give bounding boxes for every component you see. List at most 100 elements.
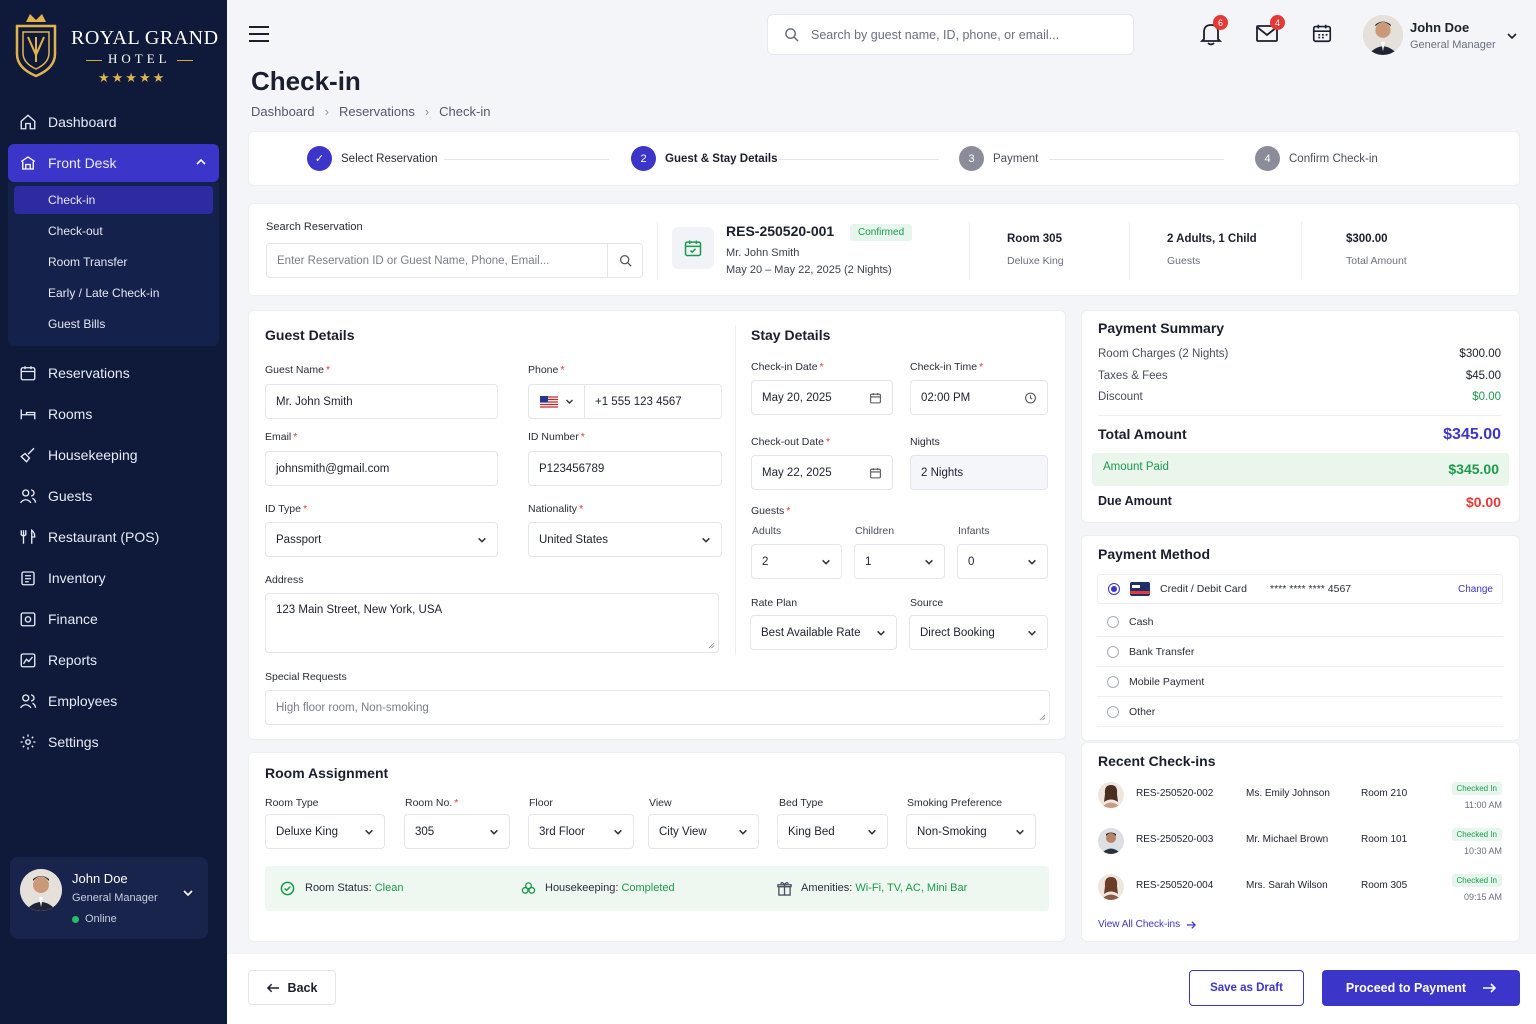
global-search[interactable] (767, 14, 1134, 55)
nationality-label: Nationality * (528, 503, 584, 515)
step-guest-stay-details[interactable]: 2 Guest & Stay Details (631, 146, 777, 171)
sidebar-item-dashboard[interactable]: Dashboard (8, 103, 219, 141)
sidebar-item-settings[interactable]: Settings (8, 723, 219, 761)
step-payment[interactable]: 3 Payment (959, 146, 1038, 171)
search-input[interactable] (811, 27, 1111, 42)
status-badge: Checked In (1451, 782, 1502, 795)
step-select-reservation[interactable]: ✓ Select Reservation (307, 146, 438, 171)
special-requests-textarea[interactable]: High floor room, Non-smoking (265, 690, 1050, 725)
sidebar-item-front-desk[interactable]: Front Desk (8, 144, 219, 182)
back-button[interactable]: Back (248, 970, 336, 1005)
address-textarea[interactable]: 123 Main Street, New York, USA (265, 593, 719, 653)
step-confirm-check-in[interactable]: 4 Confirm Check-in (1255, 146, 1378, 171)
sidebar-item-inventory[interactable]: Inventory (8, 559, 219, 597)
sidebar-item-guests[interactable]: Guests (8, 477, 219, 515)
payment-option-cash[interactable]: Cash (1097, 607, 1503, 637)
id-type-select[interactable]: Passport (265, 522, 498, 557)
payment-summary-card: Payment Summary Room Charges (2 Nights) $… (1081, 310, 1520, 523)
breadcrumb-check-in: Check-in (439, 104, 491, 119)
table-row[interactable]: RES-250520-002 Ms. Emily Johnson Room 21… (1098, 780, 1502, 820)
nationality-select[interactable]: United States (528, 522, 722, 557)
sidebar-item-label: Settings (48, 734, 99, 750)
payment-option-bank[interactable]: Bank Transfer (1097, 637, 1503, 667)
save-draft-button[interactable]: Save as Draft (1189, 970, 1304, 1006)
calendar-button[interactable] (1311, 22, 1333, 44)
room-type-label: Room Type (265, 797, 319, 809)
rate-plan-select[interactable]: Best Available Rate (750, 615, 897, 650)
radio[interactable] (1107, 645, 1119, 658)
guest-name-input[interactable]: Mr. John Smith (265, 384, 498, 419)
submenu-room-transfer[interactable]: Room Transfer (48, 255, 128, 269)
table-row[interactable]: RES-250520-004 Mrs. Sarah Wilson Room 30… (1098, 872, 1502, 912)
payment-option-mobile[interactable]: Mobile Payment (1097, 667, 1503, 697)
avatar (1098, 782, 1124, 808)
floor-select[interactable]: 3rd Floor (528, 814, 634, 849)
sidebar-item-employees[interactable]: Employees (8, 682, 219, 720)
chevron-down-icon[interactable] (182, 887, 194, 899)
email-field[interactable]: johnsmith@gmail.com (265, 451, 498, 486)
sidebar-item-reports[interactable]: Reports (8, 641, 219, 679)
search-icon[interactable] (607, 244, 642, 277)
sidebar-item-restaurant[interactable]: Restaurant (POS) (8, 518, 219, 556)
country-code-select[interactable] (529, 385, 585, 418)
checkin-time-input[interactable]: 02:00 PM (910, 380, 1048, 415)
change-card-link[interactable]: Change (1457, 583, 1493, 595)
checkin-date-input[interactable]: May 20, 2025 (751, 380, 893, 415)
phone-input[interactable]: +1 555 123 4567 (528, 384, 722, 419)
children-select[interactable]: 1 (854, 544, 945, 579)
reservation-card: Search Reservation Enter Reservation ID … (248, 203, 1520, 296)
step-label: Select Reservation (341, 152, 438, 165)
smoking-select[interactable]: Non-Smoking (906, 814, 1036, 849)
table-row[interactable]: RES-250520-003 Mr. Michael Brown Room 10… (1098, 826, 1502, 866)
sidebar-item-label: Housekeeping (48, 447, 138, 463)
source-select[interactable]: Direct Booking (909, 615, 1048, 650)
submenu-check-in[interactable]: Check-in (14, 186, 213, 214)
amount-paid-bg (1092, 453, 1509, 486)
reservation-search-input[interactable]: Enter Reservation ID or Guest Name, Phon… (266, 243, 643, 278)
breadcrumb-dashboard[interactable]: Dashboard (251, 104, 315, 119)
sidebar-item-finance[interactable]: Finance (8, 600, 219, 638)
calendar-icon[interactable] (869, 391, 882, 404)
proceed-to-payment-button[interactable]: Proceed to Payment (1322, 970, 1520, 1006)
infants-select[interactable]: 0 (957, 544, 1048, 579)
sidebar-item-reservations[interactable]: Reservations (8, 354, 219, 392)
payment-option-card[interactable]: Credit / Debit Card **** **** **** 4567 … (1097, 574, 1503, 604)
radio[interactable] (1107, 675, 1119, 688)
id-number-input[interactable]: P123456789 (528, 451, 722, 486)
brand[interactable]: ROYAL GRAND HOTEL ★★★★★ (14, 10, 218, 90)
checkin-date-label: Check-in Date * (751, 361, 824, 373)
breadcrumb-reservations[interactable]: Reservations (338, 104, 415, 119)
sidebar-item-rooms[interactable]: Rooms (8, 395, 219, 433)
calendar-icon[interactable] (869, 466, 882, 479)
room-no-label: Room No. * (405, 797, 459, 809)
radio[interactable] (1107, 705, 1119, 718)
sidebar-user-card[interactable]: John Doe General Manager Online (10, 857, 208, 939)
special-requests-label: Special Requests (265, 671, 347, 683)
submenu-guest-bills[interactable]: Guest Bills (48, 317, 106, 331)
email-label: Email * (265, 431, 298, 443)
room-no-select[interactable]: 305 (404, 814, 510, 849)
view-select[interactable]: City View (648, 814, 759, 849)
menu-icon[interactable] (248, 25, 270, 43)
view-all-checkins-link[interactable]: View All Check-ins (1098, 919, 1197, 930)
submenu-check-out[interactable]: Check-out (48, 224, 103, 238)
resize-handle-icon[interactable] (708, 642, 715, 649)
adults-select[interactable]: 2 (751, 544, 842, 579)
bed-type-select[interactable]: King Bed (777, 814, 888, 849)
checkout-date-input[interactable]: May 22, 2025 (751, 455, 893, 490)
radio[interactable] (1107, 615, 1119, 628)
guest-details-title: Guest Details (265, 327, 355, 343)
resize-handle-icon[interactable] (1039, 714, 1046, 721)
notification-bell[interactable]: 6 (1200, 15, 1228, 46)
radio-selected[interactable] (1108, 583, 1120, 595)
sidebar-item-housekeeping[interactable]: Housekeeping (8, 436, 219, 474)
clock-icon[interactable] (1024, 391, 1037, 404)
checkin-time-label: Check-in Time * (910, 361, 984, 373)
notification-badge: 6 (1213, 15, 1228, 30)
header-user-menu[interactable]: John Doe General Manager (1363, 15, 1523, 57)
payment-option-other[interactable]: Other (1097, 697, 1503, 727)
messages[interactable]: 4 (1255, 15, 1285, 44)
room-type-select[interactable]: Deluxe King (265, 814, 385, 849)
submenu-early-late[interactable]: Early / Late Check-in (48, 286, 160, 300)
avatar (1098, 874, 1124, 900)
